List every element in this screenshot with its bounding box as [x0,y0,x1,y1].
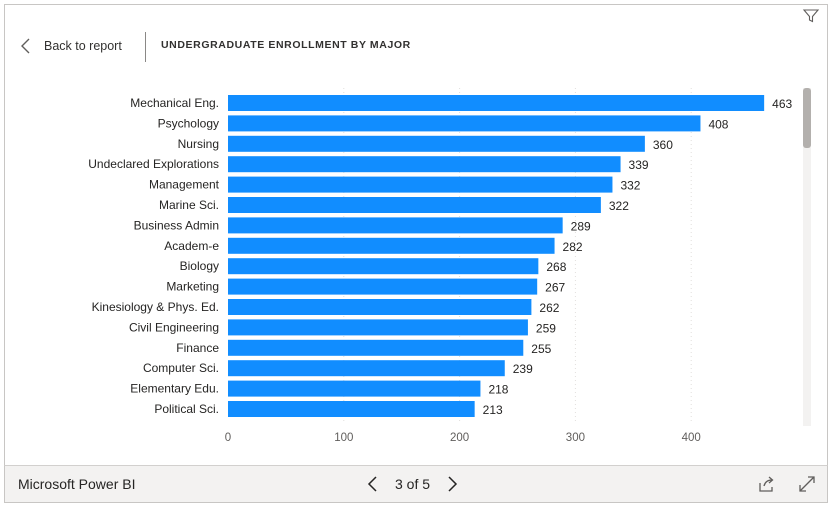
category-label: Management [149,178,220,192]
back-to-report-label: Back to report [44,39,122,53]
expand-icon[interactable] [797,474,817,494]
category-label: Business Admin [134,218,219,232]
bar [228,115,701,132]
category-label: Biology [180,259,219,273]
page-title: UNDERGRADUATE ENROLLMENT BY MAJOR [161,39,411,51]
bar [228,380,481,397]
bar-chart: 0 100 200 300 400 Mechanical Eng. 463 Psycholog… [88,88,793,444]
footer-bar: Microsoft Power BI 3 of 5 [4,465,828,503]
category-label: Undeclared Explorations [88,157,219,171]
category-label: Marketing [166,280,219,294]
data-label: 262 [539,301,559,315]
bar [228,217,563,234]
category-label: Nursing [178,137,219,151]
bar [228,299,532,315]
x-tick-label: 300 [566,432,585,444]
bar [228,401,475,417]
data-label: 408 [708,117,728,131]
chart-scrollbar-thumb[interactable] [803,88,811,148]
category-label: Political Sci. [154,402,219,416]
data-label: 268 [546,260,566,274]
x-tick-label: 100 [334,432,353,444]
category-label: Civil Engineering [129,320,219,334]
data-label: 255 [531,342,551,356]
bar [228,237,555,254]
data-label: 213 [483,403,503,417]
bar [228,197,601,213]
bar [228,278,538,295]
category-label: Finance [176,341,219,355]
back-to-report-link[interactable]: Back to report [20,33,122,59]
chart-scrollbar-track[interactable] [803,88,811,426]
bar [228,156,621,173]
chevron-left-icon [367,476,377,492]
bar [228,95,765,111]
data-label: 332 [620,179,640,193]
category-label: Computer Sci. [143,361,219,375]
category-label: Psychology [158,116,219,130]
category-label: Elementary Edu. [130,382,219,396]
bar [228,176,613,193]
header-divider [145,32,146,62]
bar [228,135,645,152]
data-label: 289 [571,219,591,233]
data-label: 360 [653,138,673,152]
brand-label: Microsoft Power BI [18,476,136,492]
category-label: Kinesiology & Phys. Ed. [92,300,219,314]
page-indicator: 3 of 5 [395,476,431,492]
data-label: 339 [629,158,649,172]
data-label: 267 [545,281,565,295]
page-navigator: 3 of 5 [361,472,464,496]
data-label: 239 [513,362,533,376]
data-label: 322 [609,199,629,213]
data-label: 463 [772,97,792,111]
x-tick-label: 200 [450,432,469,444]
x-tick-label: 400 [682,432,701,444]
bar [228,339,524,356]
chevron-right-icon [448,476,458,492]
bar [228,319,528,336]
category-label: Academ-e [164,239,219,253]
x-tick-label: 0 [225,432,231,444]
data-label: 218 [488,383,508,397]
bar [228,360,505,377]
data-label: 259 [536,321,556,335]
next-page-button[interactable] [440,472,464,496]
previous-page-button[interactable] [361,472,385,496]
data-label: 282 [563,240,583,254]
share-icon[interactable] [756,474,776,494]
category-label: Marine Sci. [159,198,219,212]
category-label: Mechanical Eng. [130,96,219,110]
chevron-left-icon [21,38,30,54]
bar [228,258,539,275]
filter-icon[interactable] [800,4,822,26]
